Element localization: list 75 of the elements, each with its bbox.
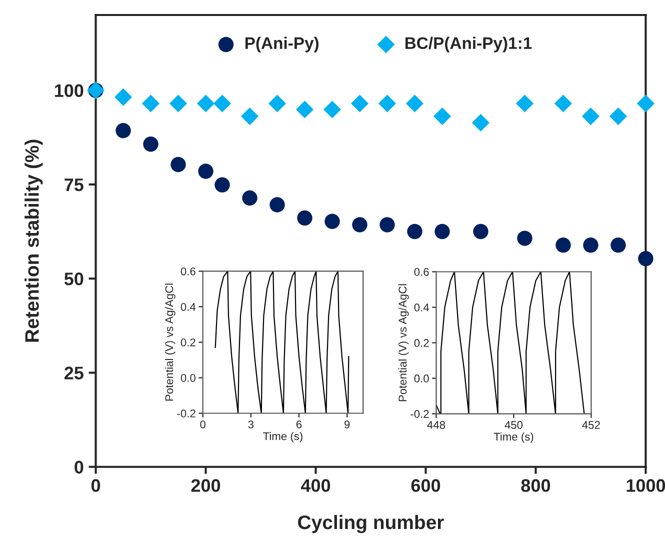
x-tick-label: 6	[296, 420, 302, 428]
point	[473, 224, 488, 240]
point	[433, 108, 452, 126]
y-axis-title: Potential (V) vs Ag/AgCl	[164, 284, 176, 401]
y-axis-title: Retention stability (%)	[24, 140, 43, 342]
y-tick-label: 0.4	[414, 304, 429, 312]
y-tick-label: 100	[54, 84, 84, 98]
point	[143, 136, 158, 152]
point	[142, 94, 160, 112]
point	[378, 94, 396, 112]
point	[636, 94, 654, 112]
y-tick-label: 0.0	[414, 374, 429, 382]
x-tick-label: 0	[200, 420, 206, 428]
point	[114, 88, 132, 106]
point	[434, 224, 450, 240]
point	[297, 210, 312, 226]
point	[583, 237, 598, 253]
point	[556, 237, 571, 253]
point	[516, 94, 534, 112]
point	[242, 190, 258, 206]
point	[472, 114, 490, 132]
x-tick-label: 448	[427, 421, 446, 429]
legend-label: P(Ani-Py)	[245, 36, 319, 52]
point	[296, 100, 314, 118]
x-axis-title: Time (s)	[263, 432, 302, 442]
point	[170, 156, 186, 172]
point	[268, 94, 286, 112]
point	[240, 108, 259, 126]
point	[609, 108, 627, 126]
point	[214, 177, 230, 192]
y-tick-label: 75	[64, 178, 84, 192]
point	[582, 108, 600, 126]
point	[213, 94, 232, 112]
y-tick-label: 0.4	[180, 302, 196, 311]
y-tick-label: 0.6	[414, 268, 429, 276]
x-tick-label: 400	[300, 479, 330, 492]
point	[350, 94, 369, 112]
x-tick-label: 3	[248, 420, 254, 428]
x-tick-label: 450	[504, 421, 523, 429]
y-tick-label: -0.2	[410, 410, 429, 418]
x-tick-label: 200	[191, 479, 220, 492]
x-axis-title: Time (s)	[494, 432, 534, 443]
line-series	[214, 271, 350, 414]
point	[324, 214, 340, 229]
y-tick-label: 0.6	[180, 267, 196, 276]
point	[270, 197, 285, 212]
point	[323, 100, 342, 118]
y-tick-label: 0.2	[414, 339, 429, 347]
point	[169, 94, 188, 112]
y-tick-label: 50	[64, 272, 84, 286]
y-tick-label: 0.2	[180, 338, 196, 346]
y-tick-label: 0.0	[180, 374, 196, 382]
point	[196, 94, 215, 112]
x-tick-label: 800	[521, 479, 550, 492]
y-tick-label: 0	[74, 460, 84, 474]
point	[554, 94, 572, 112]
point	[407, 224, 422, 240]
x-tick-label: 0	[91, 479, 100, 492]
y-tick-label: 25	[64, 366, 84, 380]
point	[380, 217, 395, 232]
point	[517, 230, 532, 246]
point	[610, 237, 626, 253]
x-axis-title: Cycling number	[298, 514, 444, 534]
x-tick-label: 1000	[626, 479, 665, 492]
point	[352, 217, 368, 232]
point	[116, 123, 131, 138]
point	[406, 94, 424, 112]
point	[198, 164, 214, 179]
y-axis-title: Potential (V) vs Ag/AgCl	[398, 284, 409, 402]
point	[638, 251, 654, 266]
x-tick-label: 9	[344, 420, 350, 428]
x-tick-label: 452	[582, 421, 600, 429]
y-tick-label: -0.2	[177, 410, 196, 418]
x-tick-label: 600	[411, 479, 440, 492]
legend-label: BC/P(Ani-Py)1:1	[405, 36, 532, 52]
